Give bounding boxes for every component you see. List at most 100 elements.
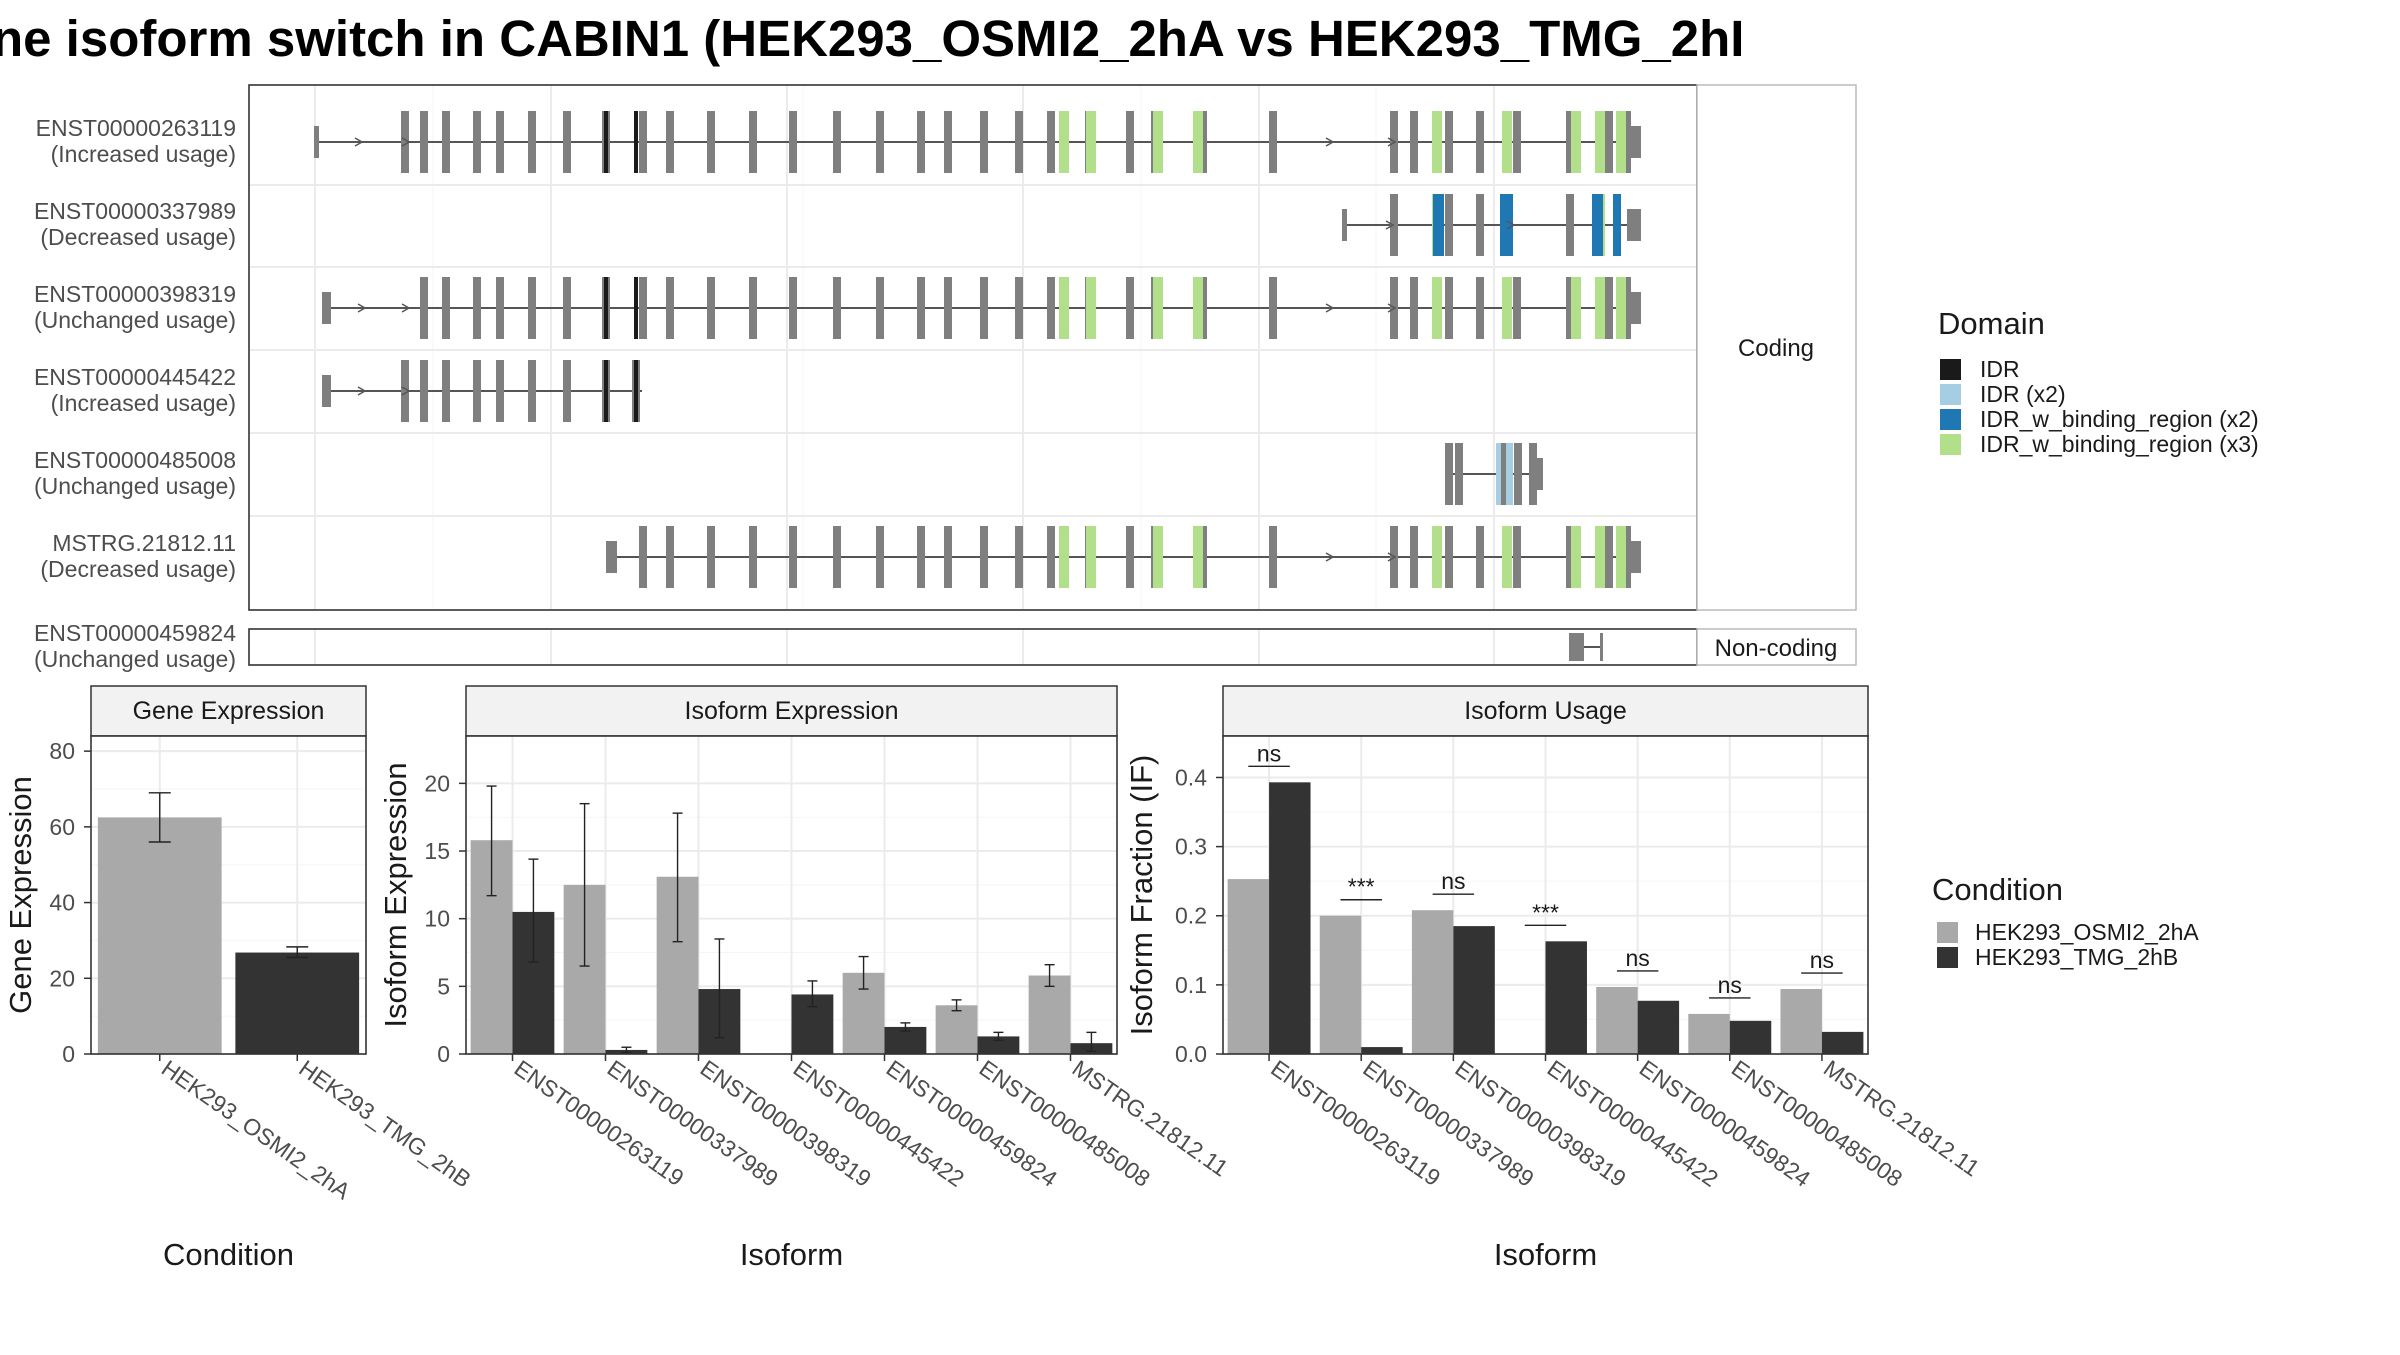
y-tick-label: 20 [424, 770, 450, 796]
x-tick-label: ENST00000445422 [789, 1055, 969, 1192]
y-tick-label: 60 [49, 814, 75, 840]
bar [1596, 986, 1638, 1054]
coding-strip-label: Coding [1738, 335, 1814, 362]
coding-exon [496, 277, 504, 339]
strand-arrow [354, 137, 364, 147]
domain-exon-green [1193, 277, 1203, 339]
domain-exon-green [1153, 111, 1163, 173]
isoform-usage-chart: Isoform Usage 0.0 0.1 0.2 0.3 0.4 ns *** ns *** ns… [1124, 685, 1984, 1272]
condition-legend-swatch [1937, 922, 1958, 943]
coding-exon [401, 111, 409, 173]
utr-exon [1627, 126, 1641, 158]
coding-exon [1047, 277, 1055, 339]
transcript-tracks [314, 111, 1641, 661]
coding-exon [1410, 277, 1418, 339]
chart-title: Isoform Expression [685, 697, 899, 725]
bar [1688, 1013, 1730, 1054]
noncoding-exon [1600, 633, 1603, 661]
coding-exon [1513, 526, 1521, 588]
coding-exon [1605, 526, 1613, 588]
y-tick-label: 20 [49, 965, 75, 991]
domain-legend-swatch [1940, 409, 1961, 430]
domain-exon-green [1616, 526, 1626, 588]
domain-legend-label: IDR_w_binding_region (x2) [1980, 406, 2259, 432]
coding-exon [666, 526, 674, 588]
bar [235, 952, 360, 1054]
domain-exon-green [1193, 111, 1203, 173]
domain-legend-label: IDR [1980, 356, 2020, 382]
x-tick-label: ENST00000445422 [1543, 1055, 1723, 1192]
coding-exon [1455, 443, 1463, 505]
coding-exon [528, 360, 536, 422]
x-tick-label: MSTRG.21812.11 [1819, 1055, 1984, 1182]
strand-arrow [357, 386, 367, 396]
coding-exon [1445, 526, 1453, 588]
coding-exon [707, 111, 715, 173]
significance-label: ns [1718, 972, 1742, 998]
domain-exon-green [1502, 277, 1512, 339]
significance-label: ns [1441, 868, 1465, 894]
chart-title: Isoform Usage [1464, 697, 1627, 725]
coding-exon [980, 277, 988, 339]
domain-legend-label: IDR_w_binding_region (x3) [1980, 431, 2259, 457]
bar [1411, 910, 1454, 1054]
coding-exon [1476, 526, 1484, 588]
strand-arrow [357, 303, 367, 313]
strand-arrow [1325, 137, 1335, 147]
strand-arrow [1325, 552, 1335, 562]
strand-arrow [1325, 303, 1335, 313]
coding-exon [749, 111, 757, 173]
coding-exon [980, 526, 988, 588]
y-tick-label: 5 [437, 973, 450, 999]
domain-exon-blue [1500, 194, 1513, 256]
bar [1028, 975, 1071, 1054]
coding-exon [1269, 111, 1277, 173]
strand-arrow [401, 303, 411, 313]
x-axis-title: Isoform [1494, 1237, 1597, 1272]
y-axis-title: Gene Expression [3, 776, 38, 1014]
domain-exon-green [1595, 277, 1605, 339]
transcript-labels: ENST00000263119(Increased usage)ENST0000… [34, 115, 236, 672]
bar [1361, 1047, 1403, 1054]
coding-exon [473, 360, 481, 422]
strand-arrow [401, 386, 411, 396]
y-axis-title: Isoform Fraction (IF) [1124, 755, 1159, 1036]
domain-exon-green [1571, 277, 1581, 339]
domain-exon-lightblue [1506, 443, 1513, 505]
coding-exon [876, 526, 884, 588]
x-tick-label: ENST00000337989 [1358, 1055, 1538, 1192]
coding-exon [1514, 443, 1522, 505]
transcript-status-label: (Unchanged usage) [34, 473, 236, 499]
coding-exon [1269, 526, 1277, 588]
domain-exon-green [1059, 526, 1069, 588]
domain-exon-black [634, 360, 638, 422]
coding-exon [563, 360, 571, 422]
domain-exon-blue [1592, 194, 1603, 256]
transcript-status-label: (Decreased usage) [40, 556, 236, 582]
domain-exon-green [1595, 526, 1605, 588]
condition-legend-swatch [1937, 947, 1958, 968]
coding-exon [876, 277, 884, 339]
isoform-expression-chart: Isoform Expression 0 5 10 15 20 ENST0000026311… [378, 685, 1233, 1272]
domain-exon-green [1571, 111, 1581, 173]
utr-exon [1447, 458, 1451, 490]
x-tick-label: ENST00000459824 [882, 1055, 1063, 1192]
y-tick-label: 0.3 [1175, 834, 1207, 860]
coding-exon [1126, 526, 1134, 588]
coding-exon [833, 111, 841, 173]
y-tick-label: 0.2 [1175, 903, 1207, 929]
utr-exon [314, 126, 319, 158]
domain-exon-green [1432, 111, 1442, 173]
bar [1545, 941, 1587, 1054]
domain-exon-black [634, 111, 638, 173]
coding-exon [1445, 277, 1453, 339]
domain-exon-lightblue [1496, 443, 1502, 505]
bar [1821, 1031, 1864, 1054]
transcript-id-label: ENST00000337989 [34, 198, 236, 224]
strand-arrow [401, 137, 411, 147]
coding-exon [707, 277, 715, 339]
coding-exon [420, 277, 428, 339]
